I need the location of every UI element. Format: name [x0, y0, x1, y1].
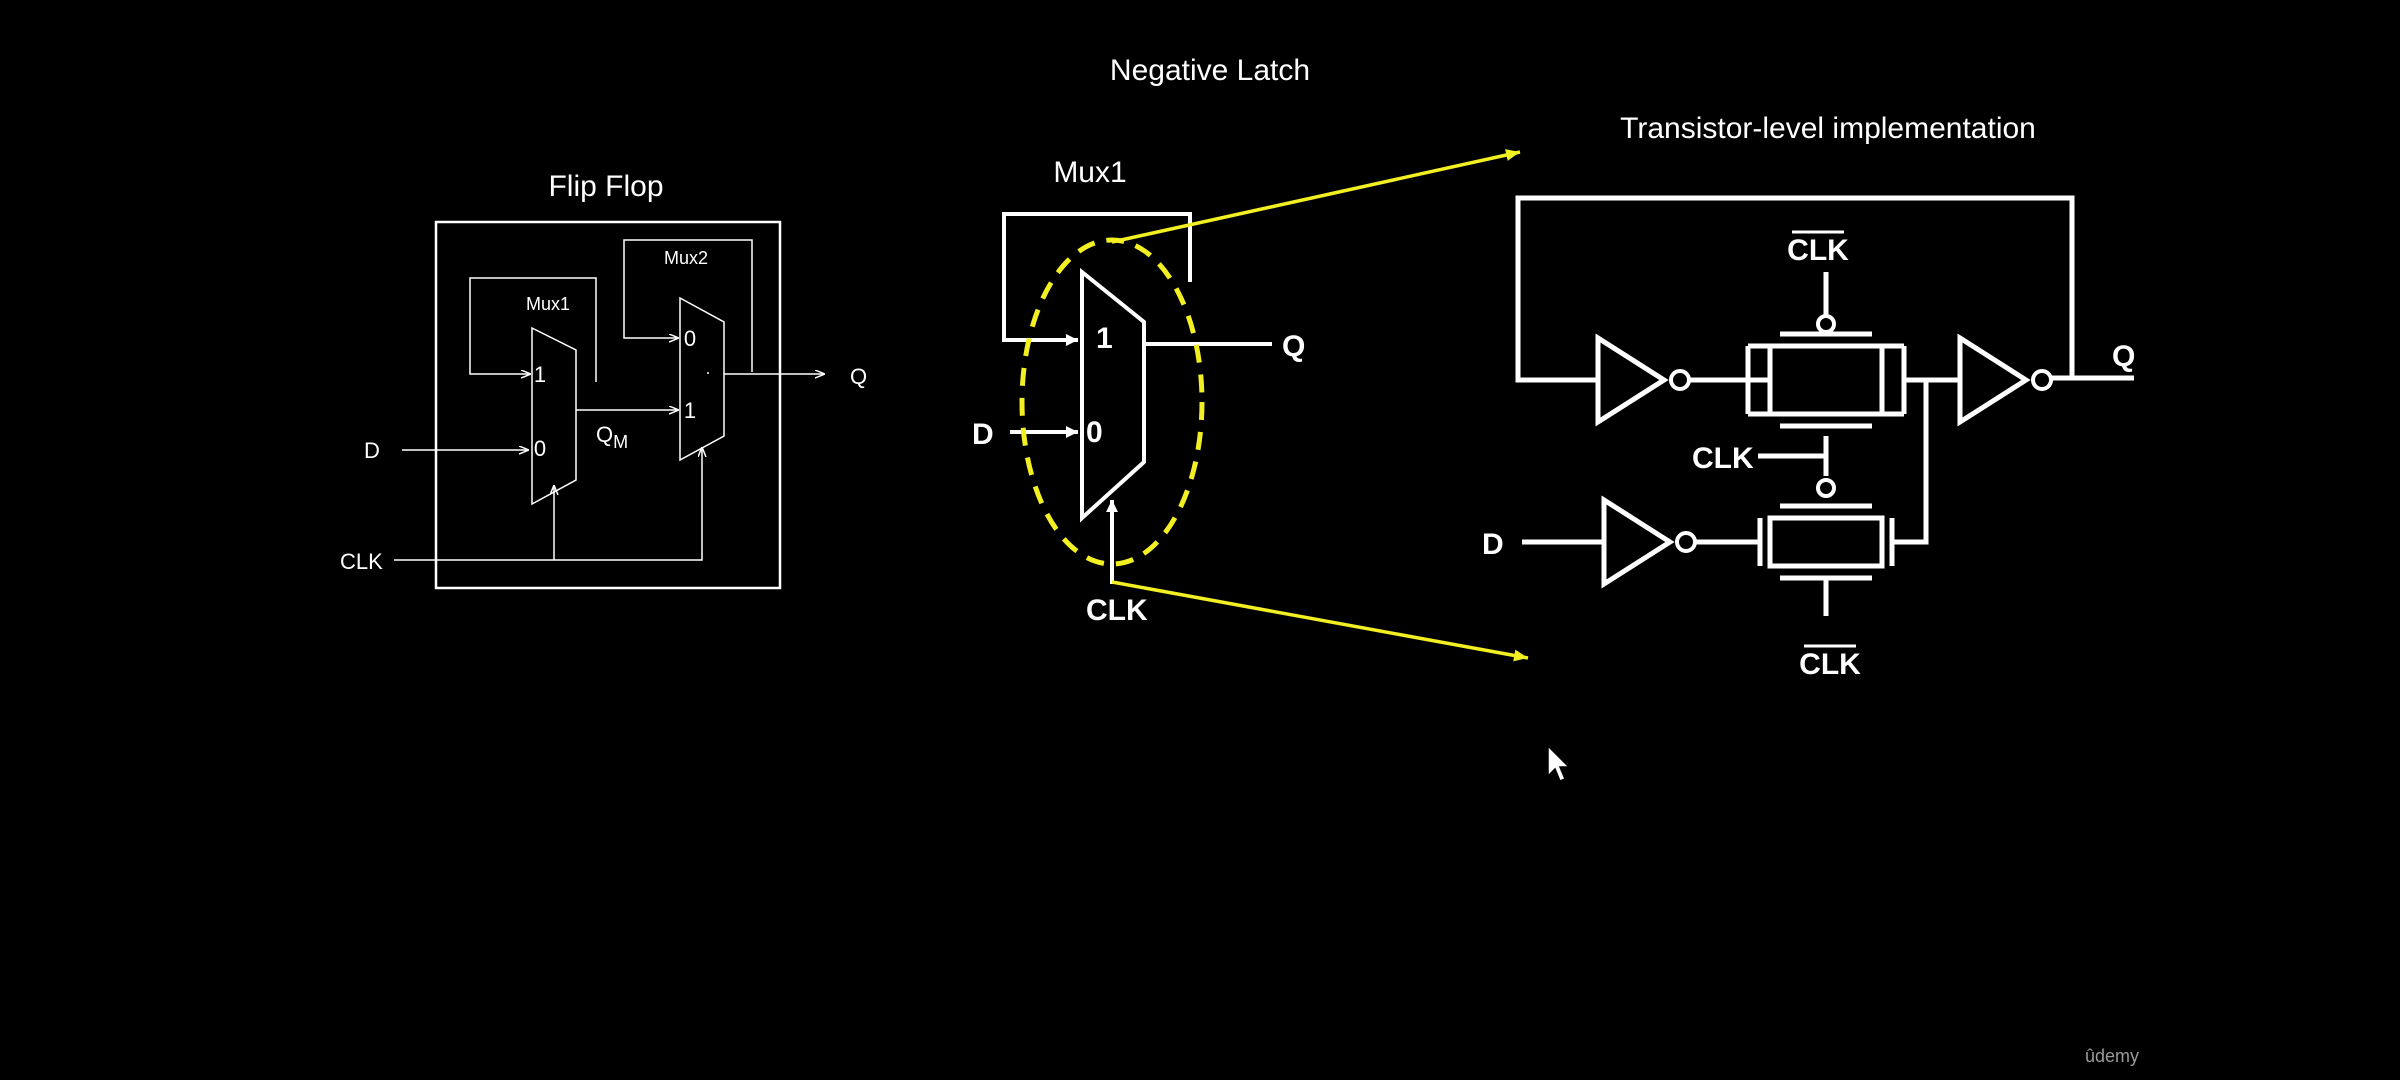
transmission-gate-2 — [1760, 480, 1892, 616]
mouse-cursor-icon — [1548, 746, 1569, 781]
ff-mux2-input-0: 0 — [684, 326, 696, 351]
udemy-watermark: ûdemy — [2085, 1046, 2139, 1066]
inverter-input-bubble — [1677, 533, 1695, 551]
transmission-gate-1 — [1748, 272, 1904, 476]
ff-mux2-input-1: 1 — [684, 398, 696, 423]
slide-title: Negative Latch — [1110, 54, 1310, 87]
ff-qm-label: QM — [596, 422, 628, 452]
inverter-output-bubble — [2033, 371, 2051, 389]
latch-mux-label: Mux1 — [1053, 156, 1126, 189]
wire-tg2-to-node — [1892, 380, 1926, 542]
ff-mux1-input-1: 1 — [534, 362, 546, 387]
clk-mid-label: CLK — [1692, 442, 1754, 475]
inverter-input — [1604, 500, 1670, 584]
latch-mux-diagram: Mux1 1 0 Q D CLK — [972, 152, 1528, 658]
feedback-loop-wire — [1518, 198, 2072, 380]
ff-mux1-label: Mux1 — [526, 294, 570, 314]
ff-mux2-label: Mux2 — [664, 248, 708, 268]
ff-qm-letter: Q — [596, 422, 613, 447]
latch-mux-input-0: 0 — [1086, 416, 1103, 449]
flip-flop-diagram: Flip Flop Mux1 1 0 Mux2 0 1 QM Q D CLK — [340, 170, 867, 588]
inverter-feedback — [1598, 338, 1664, 422]
clkbar-bottom-label: CLK — [1799, 648, 1861, 681]
ff-mux1-shape — [532, 328, 576, 504]
transistor-title: Transistor-level implementation — [1620, 112, 2036, 145]
ff-clk-label: CLK — [340, 549, 383, 574]
transistor-d-label: D — [1482, 528, 1504, 561]
ff-mux2-shape — [680, 298, 724, 460]
flip-flop-title: Flip Flop — [548, 170, 663, 203]
ff-clk-wire — [394, 448, 702, 560]
ff-d-label: D — [364, 438, 380, 463]
inverter-output — [1960, 338, 2026, 422]
zoom-arrow-top — [1112, 152, 1520, 242]
zoom-arrow-bottom — [1112, 582, 1528, 658]
transistor-q-label: Q — [2112, 340, 2135, 373]
flip-flop-box — [436, 222, 780, 588]
clkbar-top-label: CLK — [1787, 234, 1849, 267]
latch-mux-input-1: 1 — [1096, 322, 1113, 355]
latch-d-label: D — [972, 418, 994, 451]
ff-q-label: Q — [850, 364, 867, 389]
inverter-feedback-bubble — [1671, 371, 1689, 389]
transistor-diagram: Transistor-level implementation Q CLK — [1482, 112, 2135, 681]
latch-clk-label: CLK — [1086, 594, 1148, 627]
ff-qm-subscript: M — [613, 432, 628, 452]
latch-mux-shape — [1082, 272, 1144, 518]
latch-q-label: Q — [1282, 330, 1305, 363]
ff-mux1-input-0: 0 — [534, 436, 546, 461]
